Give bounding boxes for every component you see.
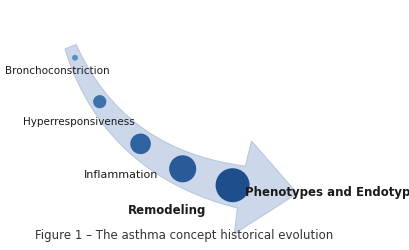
- Text: Inflammation: Inflammation: [84, 170, 158, 180]
- Point: [137, 142, 144, 146]
- Text: Figure 1 – The asthma concept historical evolution: Figure 1 – The asthma concept historical…: [35, 229, 333, 242]
- Point: [72, 56, 78, 60]
- Text: Hyperresponsiveness: Hyperresponsiveness: [23, 117, 135, 127]
- Polygon shape: [65, 44, 297, 234]
- Text: Phenotypes and Endotypes: Phenotypes and Endotypes: [245, 186, 409, 199]
- Point: [180, 167, 186, 171]
- Text: Remodeling: Remodeling: [128, 204, 207, 217]
- Text: Bronchoconstriction: Bronchoconstriction: [5, 66, 109, 76]
- Point: [97, 100, 103, 104]
- Point: [229, 183, 236, 187]
